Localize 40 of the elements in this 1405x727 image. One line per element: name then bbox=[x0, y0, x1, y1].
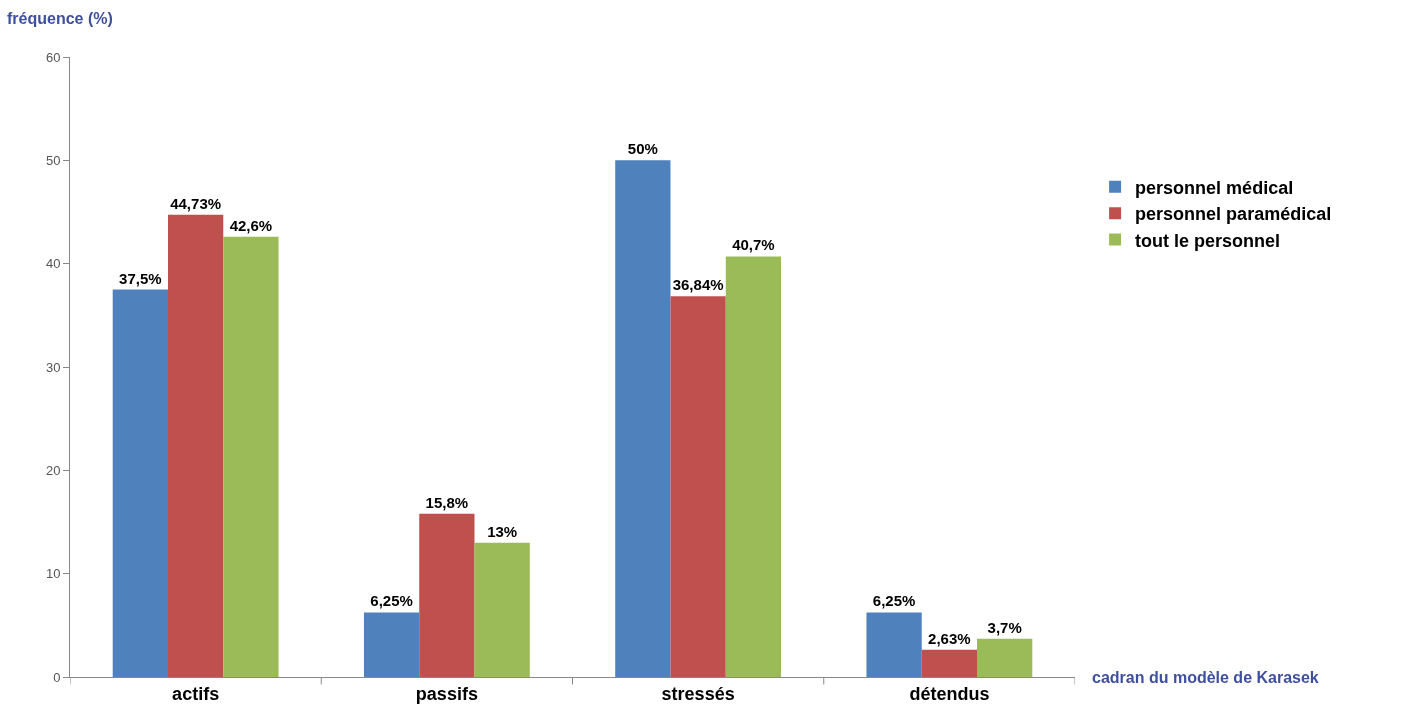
y-tick-label: 40 bbox=[45, 256, 61, 272]
y-tick-label: 30 bbox=[45, 359, 61, 375]
data-label: 13% bbox=[487, 522, 518, 540]
x-tick-label: actifs bbox=[172, 683, 220, 704]
legend-label: personnel paramédical bbox=[1135, 204, 1332, 225]
data-label: 6,25% bbox=[872, 592, 916, 610]
y-tick-label: 60 bbox=[45, 49, 61, 65]
bar bbox=[167, 214, 224, 677]
bar bbox=[474, 542, 530, 677]
bar bbox=[615, 160, 671, 677]
data-label: 44,73% bbox=[170, 194, 222, 212]
data-label: 2,63% bbox=[928, 629, 971, 647]
bar bbox=[670, 296, 726, 677]
y-axis-title: fréquence (%) bbox=[7, 10, 113, 27]
legend-label: personnel médical bbox=[1135, 177, 1294, 198]
bar bbox=[112, 289, 168, 677]
y-tick-label: 0 bbox=[53, 669, 61, 685]
data-label: 36,84% bbox=[672, 276, 724, 294]
bar bbox=[363, 612, 420, 677]
data-label: 37,5% bbox=[119, 269, 162, 287]
x-tick-label: stressés bbox=[661, 683, 735, 704]
legend-label: tout le personnel bbox=[1135, 230, 1281, 251]
data-label: 3,7% bbox=[987, 618, 1022, 636]
data-label: 6,25% bbox=[370, 592, 413, 610]
data-label: 40,7% bbox=[732, 236, 775, 254]
data-label: 42,6% bbox=[229, 216, 273, 234]
bar bbox=[977, 638, 1033, 677]
y-tick-label: 20 bbox=[45, 462, 61, 478]
x-axis-title: cadran du modèle de Karasek bbox=[1092, 669, 1319, 686]
y-tick-label: 10 bbox=[45, 566, 61, 582]
bar bbox=[223, 236, 279, 677]
x-tick-label: passifs bbox=[415, 683, 478, 704]
bar bbox=[419, 513, 475, 677]
bar bbox=[921, 649, 978, 677]
data-label: 50% bbox=[627, 140, 658, 158]
x-tick-label: détendus bbox=[909, 683, 990, 704]
data-label: 15,8% bbox=[425, 493, 469, 511]
bar bbox=[866, 612, 922, 677]
y-tick-label: 50 bbox=[45, 152, 61, 168]
bar bbox=[725, 256, 782, 677]
